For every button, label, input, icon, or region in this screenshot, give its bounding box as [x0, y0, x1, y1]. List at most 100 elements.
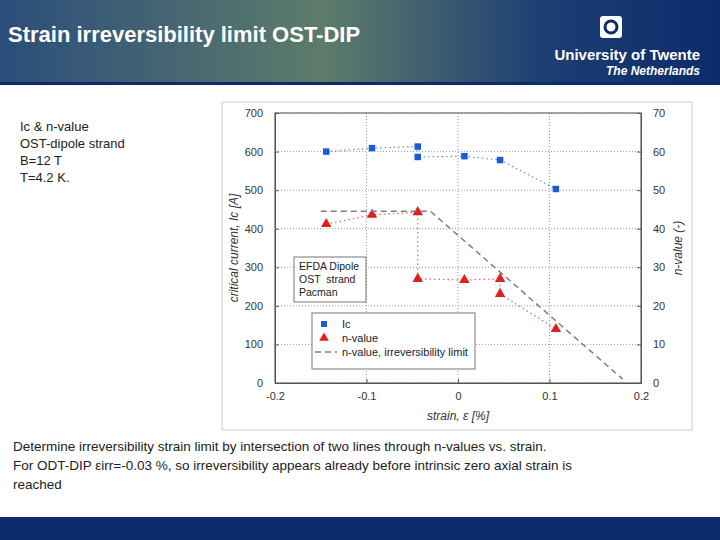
y-axis: 0100200300400500600700	[245, 107, 279, 389]
tick-mark	[275, 190, 279, 191]
title: Strain irreversibility limit OST-DIP	[8, 22, 360, 47]
tick-label: 0.1	[542, 390, 557, 402]
tick-label: 0	[455, 390, 461, 402]
axis-line	[637, 114, 642, 384]
tick-mark	[637, 152, 641, 153]
tick-label: 0	[257, 377, 263, 389]
tick: 10	[637, 338, 665, 350]
legend: Ic n-value n-value, irreversibility limit	[312, 313, 475, 369]
data-point	[461, 153, 467, 159]
tick: 100	[245, 338, 279, 350]
tick-label: 20	[653, 300, 665, 312]
data-point	[497, 157, 503, 163]
tick-label: 0.2	[634, 390, 649, 402]
x-axis-title: strain, ε [%]	[427, 409, 490, 423]
grid-line-y	[275, 305, 641, 306]
tick: 300	[245, 261, 279, 273]
legend-marker	[321, 321, 327, 327]
data-point	[495, 273, 506, 282]
tick-mark	[637, 344, 641, 345]
tick: 0	[257, 377, 279, 389]
grid	[275, 113, 641, 383]
logo-icon	[600, 16, 622, 38]
side-text: Ic & n-value	[20, 119, 89, 134]
data-point	[495, 288, 506, 297]
data-point	[321, 218, 332, 227]
tick: 600	[245, 146, 279, 158]
tick: 30	[637, 261, 665, 273]
legend-label: Ic	[342, 318, 351, 330]
y-axis-title: critical current, Ic [A]	[227, 193, 241, 302]
tick-mark	[275, 229, 279, 230]
tick: 20	[637, 300, 665, 312]
tick-label: 100	[245, 338, 263, 350]
axis-line	[276, 114, 280, 384]
logo-square	[600, 16, 622, 38]
side-text: OST-dipole strand	[20, 136, 125, 151]
grid-line-y	[275, 228, 641, 229]
tick-mark	[637, 229, 641, 230]
tick-mark	[637, 383, 641, 384]
tick-mark	[275, 344, 279, 345]
legend-label: n-value	[342, 332, 378, 344]
tick: 400	[245, 223, 279, 235]
tick-label: 300	[245, 261, 263, 273]
note-text: For ODT-DIP εirr=-0.03 %, so irreversibi…	[13, 458, 572, 473]
tick-mark	[637, 267, 641, 268]
legend-marker	[319, 332, 329, 340]
logo-name: University of Twente	[554, 46, 700, 63]
tick: 70	[637, 107, 665, 119]
header-banner	[0, 0, 720, 82]
grid-line-y	[275, 151, 641, 152]
tick-label: 50	[653, 184, 665, 196]
header-rule	[0, 82, 720, 85]
y2-axis-title: n-value (-)	[671, 221, 685, 276]
chart-panel	[222, 102, 692, 430]
tick-mark	[550, 379, 551, 383]
tick-mark	[637, 190, 641, 191]
tick-mark	[458, 379, 459, 383]
annotation-text: Pacman	[299, 286, 338, 298]
grid-line-y	[275, 190, 641, 191]
tick-label: 10	[653, 338, 665, 350]
tick-label: 400	[245, 223, 263, 235]
note-text: Determine irreversibility strain limit b…	[13, 439, 546, 454]
data-point	[412, 273, 423, 282]
legend-box	[312, 313, 475, 369]
tick-mark	[637, 113, 641, 114]
tick-label: -0.1	[358, 390, 377, 402]
tick-label: 30	[653, 261, 665, 273]
axis-line	[276, 379, 642, 384]
tick-mark	[275, 267, 279, 268]
data-point	[369, 145, 375, 151]
tick: 0.1	[542, 379, 557, 402]
data-point	[415, 154, 421, 160]
data-point	[367, 209, 378, 218]
legend-label: n-value, irreversibility limit	[342, 346, 468, 358]
annotation-box	[294, 257, 366, 302]
tick-mark	[275, 113, 279, 114]
tick-label: 40	[653, 223, 665, 235]
note-text: reached	[13, 477, 62, 492]
tick: 0	[637, 377, 659, 389]
data-point	[323, 148, 329, 154]
tick: 700	[245, 107, 279, 119]
tick: 60	[637, 146, 665, 158]
tick-mark	[367, 379, 368, 383]
legend-line	[315, 351, 337, 353]
annotation-text: OST strand	[299, 273, 356, 285]
side-text: T=4.2 K.	[20, 170, 70, 185]
tick-label: 60	[653, 146, 665, 158]
data-point	[459, 274, 470, 283]
y2-axis: 0 10 20 30 40 50 60 70	[637, 107, 665, 389]
tick-mark	[275, 306, 279, 307]
slide: Strain irreversibility limit OST-DIP Univ…	[0, 0, 720, 540]
series-line	[326, 147, 556, 189]
tick: 0	[455, 379, 461, 402]
tick-label: 700	[245, 107, 263, 119]
tick-mark	[275, 383, 279, 384]
tick-mark	[275, 152, 279, 153]
tick-label: 70	[653, 107, 665, 119]
tick: 50	[637, 184, 665, 196]
data-point	[553, 186, 559, 192]
